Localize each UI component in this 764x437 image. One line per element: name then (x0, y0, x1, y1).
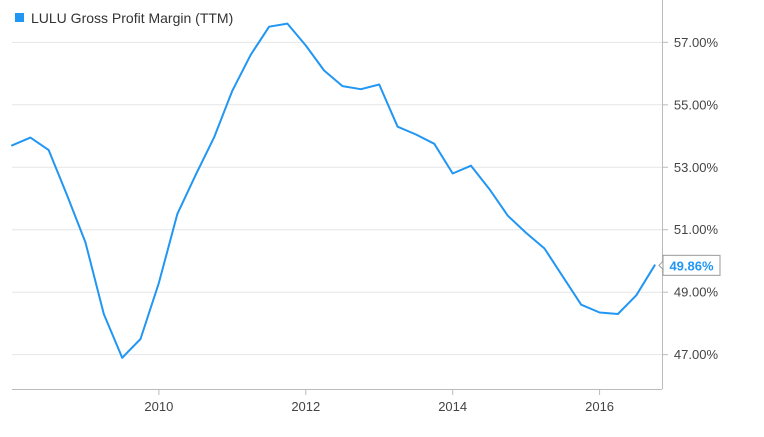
legend-swatch-icon (15, 13, 24, 22)
legend-label: LULU Gross Profit Margin (TTM) (31, 10, 233, 26)
callout-pointer (658, 260, 664, 271)
last-value-callout: 49.86% (658, 254, 721, 276)
y-tick-label: 47.00% (674, 347, 719, 362)
y-tick-label: 53.00% (674, 160, 719, 175)
axes (12, 0, 668, 395)
legend: LULU Gross Profit Margin (TTM) (15, 10, 233, 26)
x-tick-label: 2012 (291, 399, 320, 414)
series-lines (11, 22, 656, 359)
last-value-label: 49.86% (669, 258, 714, 273)
tick-labels: 47.00% 49.00% 51.00% 53.00% 55.00% 57.00% 2010… (144, 35, 718, 414)
callout-box (662, 254, 721, 276)
y-tick-label: 49.00% (674, 285, 719, 300)
x-tick-label: 2014 (438, 399, 467, 414)
y-tick-label: 51.00% (674, 222, 719, 237)
series-line (11, 22, 656, 359)
x-tick-label: 2016 (585, 399, 614, 414)
grid-lines (12, 41, 662, 356)
y-tick-label: 57.00% (674, 35, 719, 50)
y-tick-label: 55.00% (674, 97, 719, 112)
x-tick-label: 2010 (144, 399, 173, 414)
